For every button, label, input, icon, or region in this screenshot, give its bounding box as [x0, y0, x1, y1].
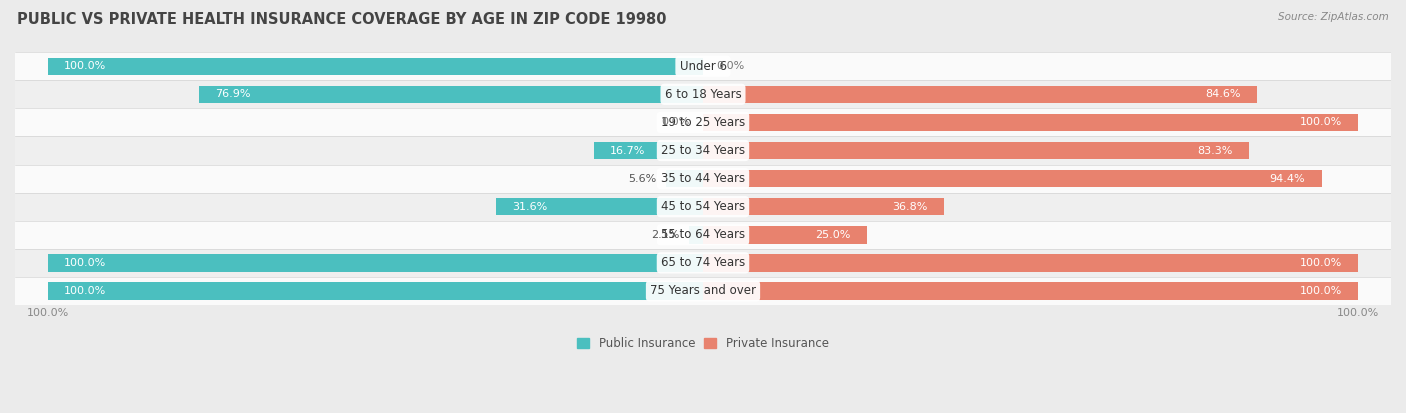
Text: 5.6%: 5.6% [628, 173, 657, 184]
Bar [703, 198, 943, 216]
Bar [200, 85, 703, 103]
Text: 100.0%: 100.0% [65, 258, 107, 268]
FancyBboxPatch shape [15, 277, 1391, 305]
Text: PUBLIC VS PRIVATE HEALTH INSURANCE COVERAGE BY AGE IN ZIP CODE 19980: PUBLIC VS PRIVATE HEALTH INSURANCE COVER… [17, 12, 666, 27]
Bar [703, 85, 1257, 103]
Text: 100.0%: 100.0% [1299, 286, 1341, 296]
Text: 94.4%: 94.4% [1270, 173, 1305, 184]
Text: Under 6: Under 6 [679, 60, 727, 73]
Text: 100.0%: 100.0% [65, 286, 107, 296]
Text: Source: ZipAtlas.com: Source: ZipAtlas.com [1278, 12, 1389, 22]
Text: 36.8%: 36.8% [893, 202, 928, 212]
Text: 100.0%: 100.0% [1299, 117, 1341, 127]
Bar [48, 282, 703, 300]
Text: 16.7%: 16.7% [610, 145, 645, 156]
FancyBboxPatch shape [15, 108, 1391, 136]
FancyBboxPatch shape [15, 192, 1391, 221]
FancyBboxPatch shape [15, 136, 1391, 164]
Text: 2.1%: 2.1% [651, 230, 679, 240]
Text: 35 to 44 Years: 35 to 44 Years [661, 172, 745, 185]
Text: 84.6%: 84.6% [1205, 89, 1241, 99]
Bar [703, 254, 1358, 272]
Text: 45 to 54 Years: 45 to 54 Years [661, 200, 745, 213]
Bar [703, 282, 1358, 300]
Bar [48, 254, 703, 272]
Text: 55 to 64 Years: 55 to 64 Years [661, 228, 745, 241]
Bar [689, 226, 703, 244]
FancyBboxPatch shape [15, 249, 1391, 277]
Bar [703, 114, 1358, 131]
Text: 6 to 18 Years: 6 to 18 Years [665, 88, 741, 101]
Text: 0.0%: 0.0% [716, 61, 744, 71]
Text: 25 to 34 Years: 25 to 34 Years [661, 144, 745, 157]
Text: 31.6%: 31.6% [512, 202, 547, 212]
Bar [48, 57, 703, 75]
Text: 76.9%: 76.9% [215, 89, 252, 99]
Text: 65 to 74 Years: 65 to 74 Years [661, 256, 745, 269]
Text: 25.0%: 25.0% [815, 230, 851, 240]
FancyBboxPatch shape [15, 80, 1391, 108]
Bar [703, 170, 1322, 188]
Text: 75 Years and over: 75 Years and over [650, 285, 756, 297]
Text: 100.0%: 100.0% [1299, 258, 1341, 268]
Text: 0.0%: 0.0% [662, 117, 690, 127]
Bar [703, 142, 1249, 159]
Bar [496, 198, 703, 216]
FancyBboxPatch shape [15, 52, 1391, 80]
Text: 19 to 25 Years: 19 to 25 Years [661, 116, 745, 129]
Text: 83.3%: 83.3% [1197, 145, 1233, 156]
Bar [703, 226, 868, 244]
FancyBboxPatch shape [15, 164, 1391, 192]
Text: 100.0%: 100.0% [65, 61, 107, 71]
Bar [666, 170, 703, 188]
Bar [593, 142, 703, 159]
Legend: Public Insurance, Private Insurance: Public Insurance, Private Insurance [572, 332, 834, 355]
FancyBboxPatch shape [15, 221, 1391, 249]
